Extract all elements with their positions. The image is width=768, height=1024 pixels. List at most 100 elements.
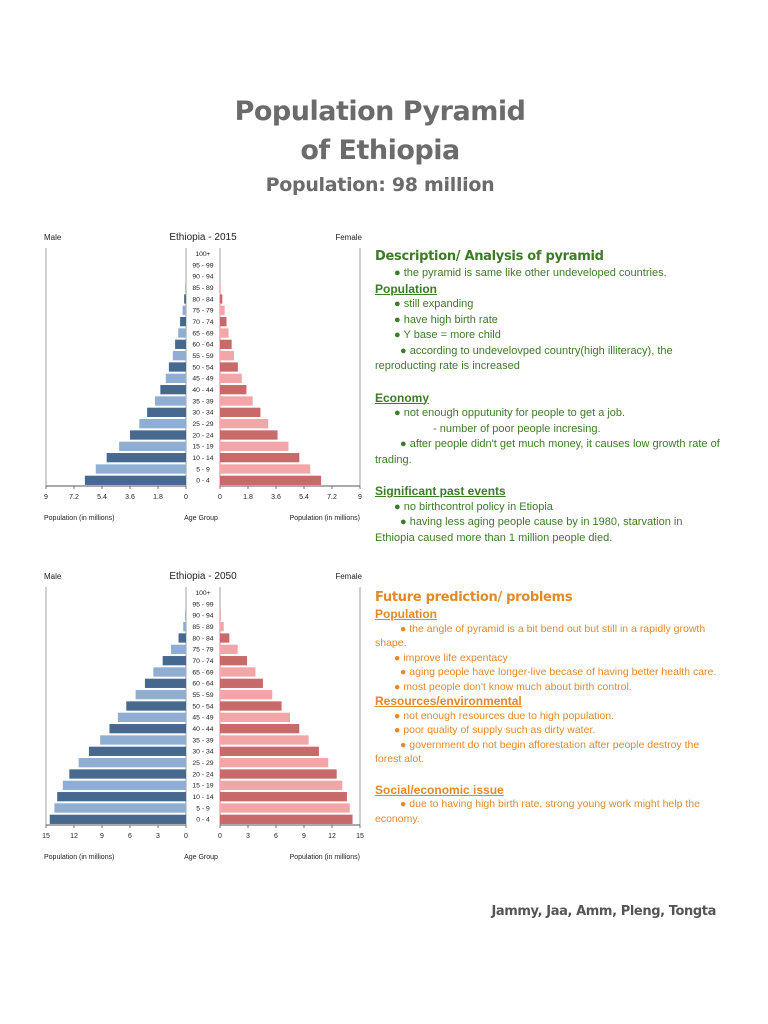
female-bar xyxy=(220,441,289,451)
x-tick-label: 0 xyxy=(184,833,188,840)
x-tick-label: 3 xyxy=(156,833,160,840)
male-bar xyxy=(153,667,186,677)
analysis-population-item: ● have high birth rate xyxy=(394,313,498,326)
future-heading: Future prediction/ problems xyxy=(375,590,573,605)
female-bar xyxy=(220,758,329,768)
male-bar xyxy=(184,294,186,304)
male-bar xyxy=(144,678,186,688)
x-axis-label-center: Age Group xyxy=(184,515,218,522)
page-title-line1: Population Pyramid xyxy=(234,96,526,127)
x-tick-label: 7.2 xyxy=(69,494,79,501)
age-group-label: 15 - 19 xyxy=(192,444,213,451)
analysis-heading: Description/ Analysis of pyramid xyxy=(375,249,604,264)
male-bar xyxy=(106,453,186,463)
x-tick-label: 6 xyxy=(128,833,132,840)
age-group-label: 60 - 64 xyxy=(192,342,213,349)
age-group-label: 100+ xyxy=(195,590,210,597)
x-tick-label: 3.6 xyxy=(125,494,135,501)
female-bar xyxy=(220,396,253,406)
analysis-population-item: ● Y base = more child xyxy=(394,329,501,341)
male-bar xyxy=(154,396,186,406)
analysis-events-item: ● no birthcontrol policy in Etiopia xyxy=(394,500,553,513)
female-bar xyxy=(220,656,248,666)
age-group-label: 0 - 4 xyxy=(196,478,210,485)
analysis-economy-item: ● after people didn't get much money, it… xyxy=(375,438,720,466)
male-bar xyxy=(100,735,186,745)
male-bar xyxy=(175,339,186,349)
title-block: Population Pyramid of Ethiopia Populatio… xyxy=(0,92,760,200)
future-resources-heading: Resources/environmental xyxy=(375,694,522,708)
age-group-label: 65 - 69 xyxy=(192,669,213,676)
analysis-events-heading: Significant past events xyxy=(375,484,506,498)
male-bar xyxy=(165,373,186,383)
age-group-label: 55 - 59 xyxy=(192,692,213,699)
male-bar xyxy=(183,622,186,632)
x-tick-label: 12 xyxy=(328,833,336,840)
age-group-label: 85 - 89 xyxy=(192,624,213,631)
future-resources-item: ● not enough resources due to high popul… xyxy=(394,709,615,722)
x-tick-label: 5.4 xyxy=(299,494,309,501)
female-bar xyxy=(220,430,278,440)
x-tick-label: 9 xyxy=(358,494,362,501)
male-label: Male xyxy=(44,233,62,242)
male-bar xyxy=(119,441,186,451)
age-group-label: 50 - 54 xyxy=(192,364,213,371)
x-tick-label: 9 xyxy=(100,833,104,840)
age-group-label: 80 - 84 xyxy=(192,296,213,303)
age-group-label: 35 - 39 xyxy=(192,398,213,405)
age-group-label: 15 - 19 xyxy=(192,783,213,790)
female-bar xyxy=(220,690,273,700)
future-resources-item: ● government do not begin afforestation … xyxy=(375,738,700,766)
male-bar xyxy=(57,792,187,802)
x-tick-label: 12 xyxy=(70,833,78,840)
future-population-item: ● aging people have longer-live becase o… xyxy=(400,666,717,678)
age-group-label: 5 - 9 xyxy=(196,466,210,473)
female-bar xyxy=(220,385,247,395)
age-group-label: 20 - 24 xyxy=(192,771,213,778)
future-resources-item: ● poor quality of supply such as dirty w… xyxy=(394,724,596,736)
x-tick-label: 0 xyxy=(218,494,222,501)
future-notes: Future prediction/ problems Population ●… xyxy=(375,589,725,826)
analysis-population-heading: Population xyxy=(375,281,437,296)
male-bar xyxy=(180,317,186,327)
x-tick-label: 3 xyxy=(246,833,250,840)
x-tick-label: 3.6 xyxy=(271,494,281,501)
age-group-label: 40 - 44 xyxy=(192,726,213,733)
female-bar xyxy=(220,633,230,643)
age-group-label: 0 - 4 xyxy=(196,817,210,824)
female-bar xyxy=(220,667,256,677)
age-group-label: 85 - 89 xyxy=(192,285,213,292)
age-group-label: 70 - 74 xyxy=(192,658,213,665)
analysis-economy-heading: Economy xyxy=(375,390,430,405)
future-social-heading: Social/economic issue xyxy=(375,782,504,797)
future-population-item: ● the angle of pyramid is a bit bend out… xyxy=(375,622,706,650)
age-group-label: 30 - 34 xyxy=(192,410,213,417)
pyramid-chart-2015: Male Ethiopia - 2015 Female 100+ 95 - 99 90 -… xyxy=(36,228,376,548)
female-bar xyxy=(220,373,242,383)
male-bar xyxy=(117,712,186,722)
female-bar xyxy=(220,294,223,304)
x-tick-label: 7.2 xyxy=(327,494,337,501)
male-bar xyxy=(78,758,186,768)
age-group-label: 75 - 79 xyxy=(192,308,213,315)
female-bar xyxy=(220,814,353,824)
male-bar xyxy=(160,385,186,395)
age-group-label: 25 - 29 xyxy=(192,760,213,767)
chart-title: Ethiopia - 2050 xyxy=(169,571,237,582)
female-bar xyxy=(220,712,290,722)
analysis-notes: Description/ Analysis of pyramid ● the p… xyxy=(375,248,725,546)
future-population-item: ● most people don't know much about birt… xyxy=(394,680,632,693)
age-group-label: 10 - 14 xyxy=(192,794,213,801)
age-group-label: 95 - 99 xyxy=(192,601,213,608)
age-group-label: 80 - 84 xyxy=(192,635,213,642)
female-bar xyxy=(220,678,263,688)
pyramid-chart-2050: Male Ethiopia - 2050 Female 100+ 95 - 99 90 -… xyxy=(36,567,376,887)
chart-title: Ethiopia - 2015 xyxy=(169,232,237,243)
future-social-item: ● due to having high birth rate, strong … xyxy=(375,798,700,825)
male-bar xyxy=(49,814,186,824)
female-bar xyxy=(220,780,343,790)
female-bar xyxy=(220,644,238,654)
age-group-label: 25 - 29 xyxy=(192,421,213,428)
authors-credit: Jammy, Jaa, Amm, Pleng, Tongta xyxy=(491,904,716,919)
